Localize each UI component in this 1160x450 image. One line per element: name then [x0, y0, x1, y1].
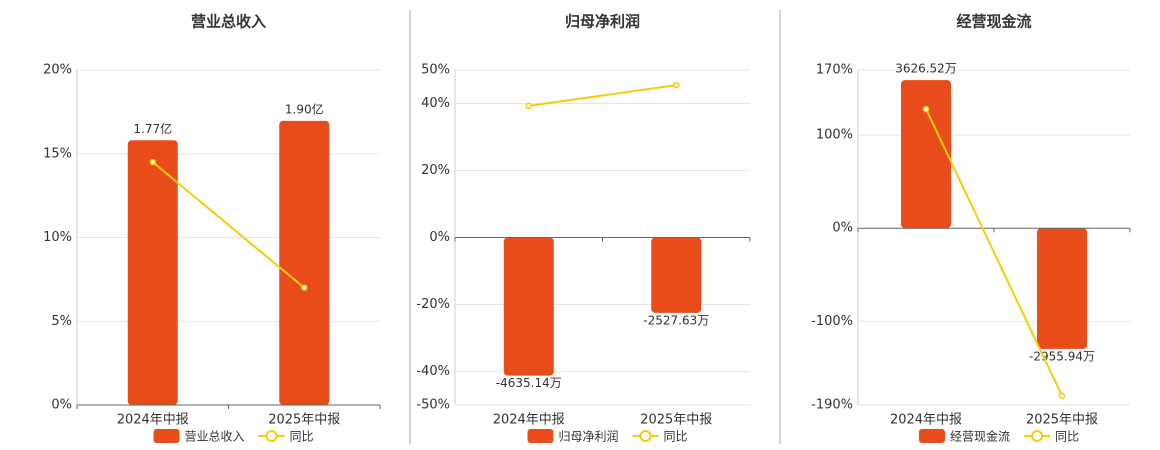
line	[925, 108, 1063, 397]
data-label: -2955.94万	[1029, 349, 1095, 363]
bar	[279, 120, 330, 406]
y-tick-label: -50%	[416, 398, 450, 413]
line-point	[1058, 392, 1066, 399]
y-tick-label: 40%	[421, 96, 450, 111]
bar	[1037, 228, 1087, 349]
line-point	[922, 105, 930, 113]
data-label: -4635.14万	[496, 376, 562, 390]
legend-swatch	[153, 429, 180, 443]
x-tick-label: 2025年中报	[268, 413, 340, 428]
y-tick-label: 0%	[832, 221, 853, 236]
chart-title: 营业总收入	[191, 13, 266, 31]
legend-swatch	[639, 430, 652, 442]
y-tick-label: 50%	[421, 63, 450, 78]
line-point	[149, 158, 156, 166]
y-tick-label: 10%	[43, 230, 72, 245]
x-tick-label: 2024年中报	[493, 413, 565, 428]
y-tick-label: -100%	[811, 314, 853, 329]
legend-label: 经营现金流	[950, 429, 1010, 444]
y-tick-label: -190%	[811, 398, 853, 413]
x-tick-label: 2024年中报	[117, 413, 189, 428]
y-tick-label: 0%	[51, 398, 72, 413]
line-point	[301, 284, 308, 291]
bar	[901, 80, 951, 229]
x-tick-label: 2024年中报	[890, 413, 962, 428]
y-tick-label: 0%	[429, 230, 450, 245]
data-label: -2527.63万	[643, 313, 709, 327]
y-tick-label: 100%	[816, 128, 853, 143]
bar	[651, 237, 702, 313]
y-tick-label: -40%	[416, 364, 450, 379]
y-tick-label: 15%	[43, 146, 72, 161]
line-point	[673, 81, 680, 89]
legend-swatch	[527, 429, 554, 443]
line-point	[525, 102, 532, 110]
legend-label: 同比	[1055, 430, 1079, 444]
legend-swatch	[919, 429, 945, 443]
bar	[503, 237, 554, 376]
line	[152, 161, 305, 289]
y-tick-label: 20%	[43, 63, 72, 78]
legend-swatch	[1031, 430, 1044, 442]
bar	[127, 140, 178, 406]
chart-title: 归母净利润	[565, 13, 640, 31]
line	[528, 84, 677, 107]
legend-label: 同比	[290, 430, 314, 444]
x-tick-label: 2025年中报	[1026, 413, 1098, 428]
x-tick-label: 2025年中报	[640, 413, 712, 428]
legend-label: 归母净利润	[559, 430, 619, 444]
legend-label: 同比	[664, 430, 688, 444]
legend-label: 营业总收入	[185, 430, 245, 444]
y-tick-label: 20%	[421, 163, 450, 178]
chart-title: 经营现金流	[956, 13, 1031, 31]
data-label: 1.77亿	[133, 121, 172, 136]
data-label: 3626.52万	[895, 62, 957, 76]
data-label: 1.90亿	[285, 101, 324, 116]
legend-swatch	[265, 430, 278, 442]
y-tick-label: -20%	[416, 297, 450, 312]
y-tick-label: 5%	[51, 314, 72, 329]
y-tick-label: 170%	[816, 63, 853, 78]
